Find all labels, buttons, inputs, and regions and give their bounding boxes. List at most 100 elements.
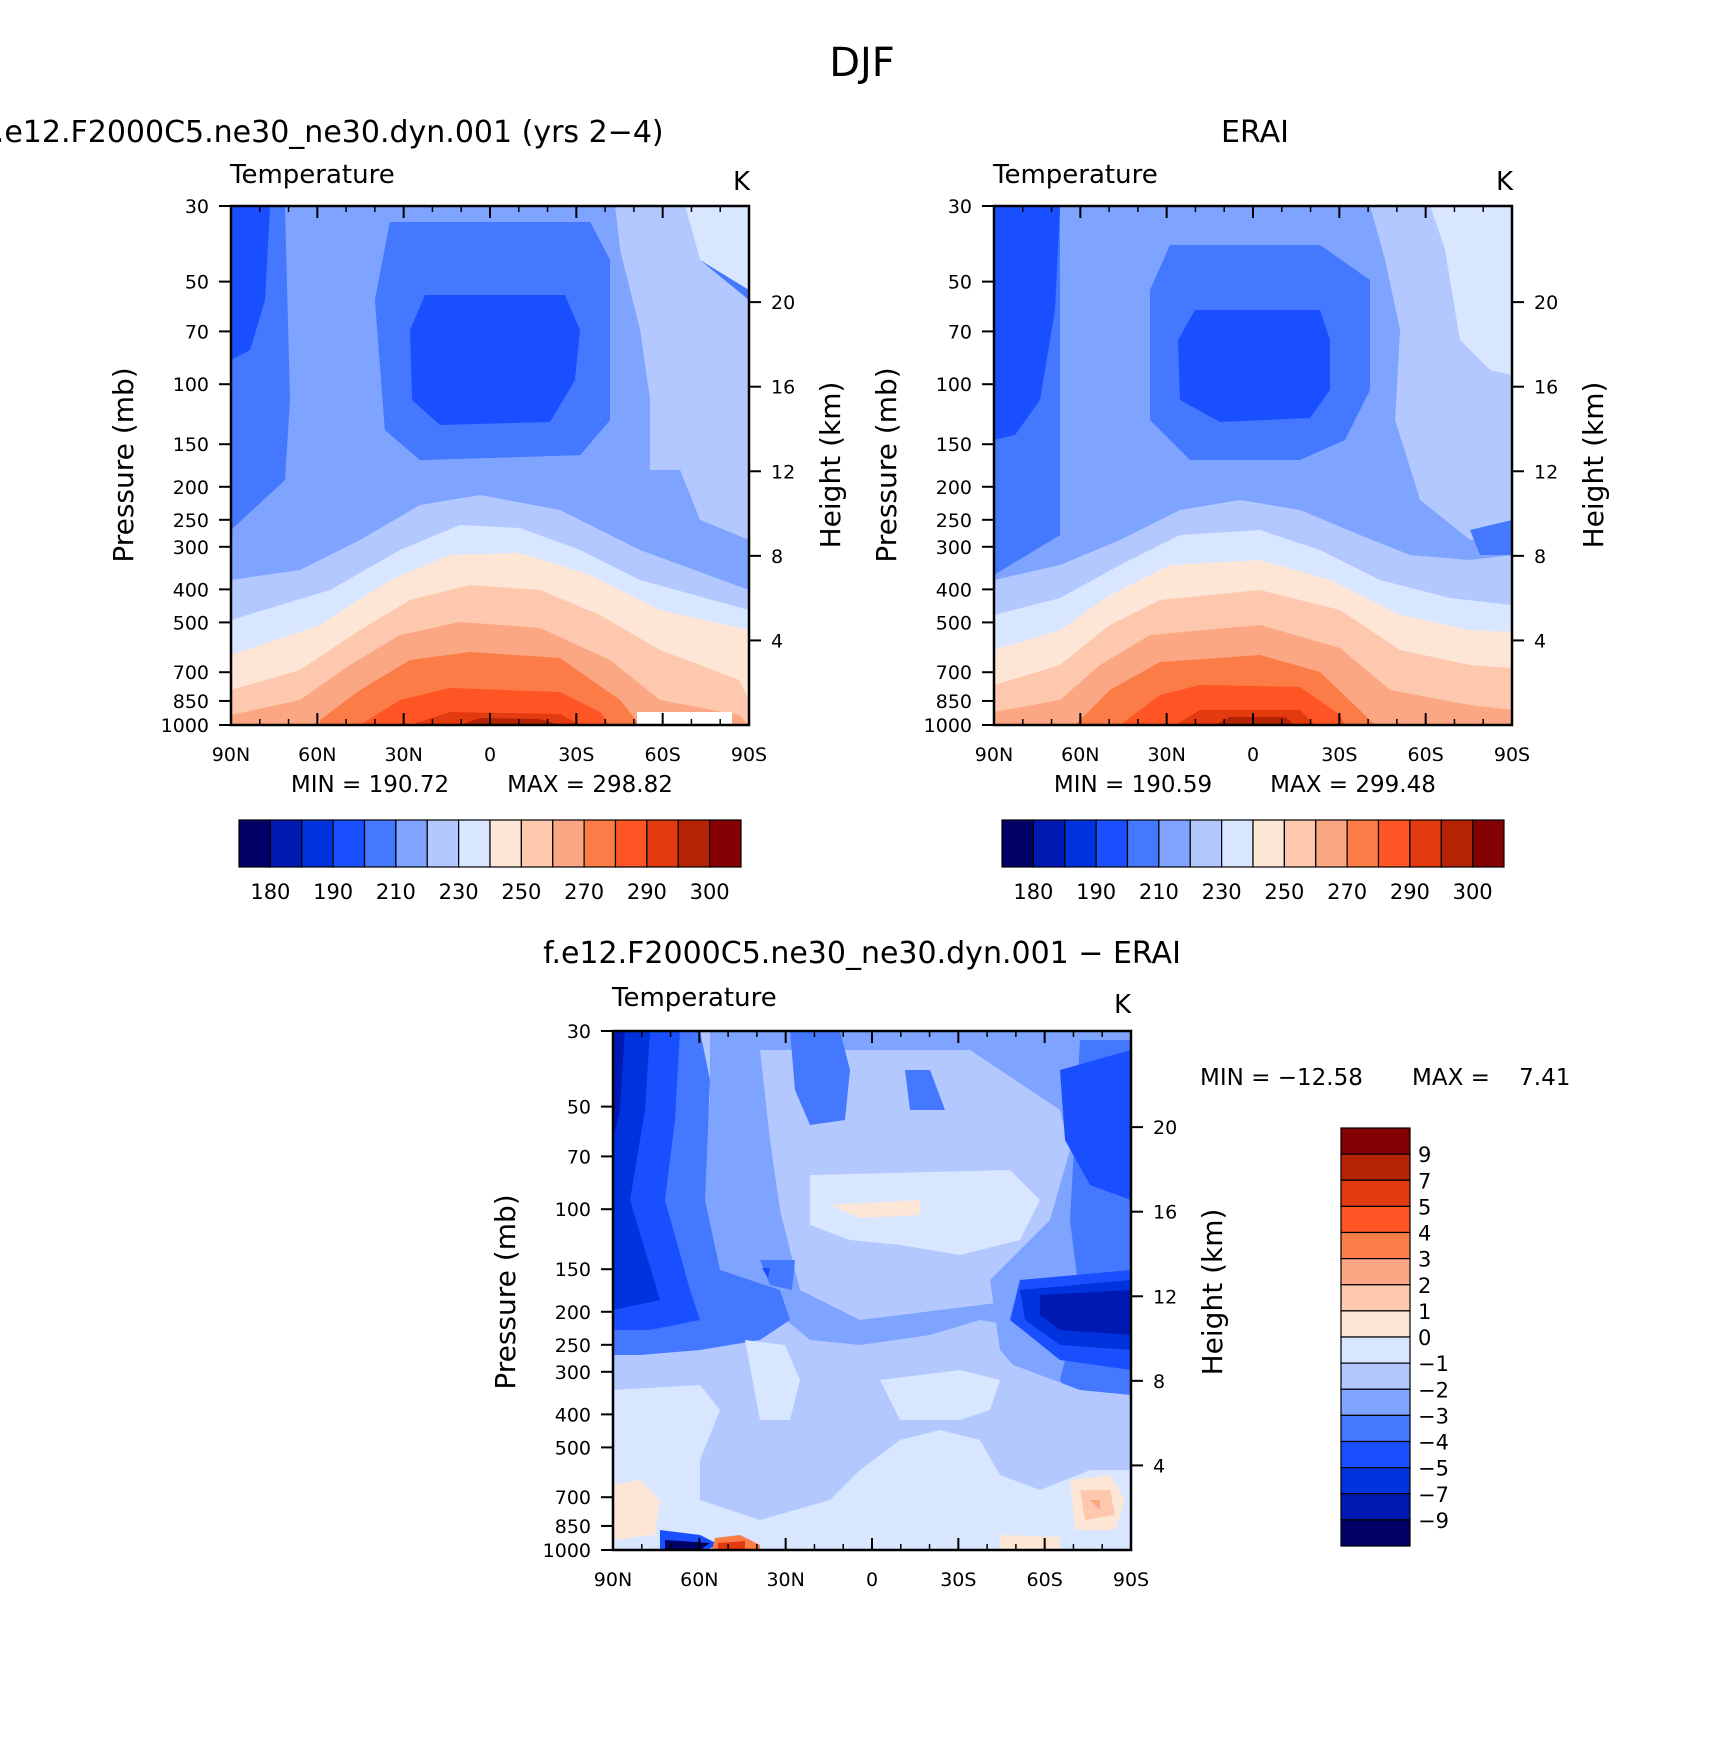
y-tick-label: 850 [173,691,209,713]
panel-title: f.e12.F2000C5.ne30_ne30.dyn.001 (yrs 2−4… [0,115,664,150]
y-axis-label-right: Height (km) [814,382,847,549]
x-tick-label: 30N [384,744,422,766]
y-right-tick-label: 16 [771,377,795,399]
figure-title: DJF [829,40,895,86]
colorbar-swatch [1340,1205,1411,1234]
colorbar-label: 250 [501,880,541,904]
colorbar-swatch [1126,819,1160,868]
y-tick-label: 30 [948,196,972,218]
colorbar-label: 7 [1418,1169,1431,1193]
y-tick-label: 250 [555,1335,591,1357]
colorbar-label: −4 [1418,1431,1449,1455]
y-tick-label: 400 [173,579,209,601]
y-tick-label: 400 [555,1404,591,1426]
x-tick-label: 30S [940,1569,976,1591]
colorbar-swatch [1340,1467,1411,1495]
y-tick-label: 700 [173,662,209,684]
colorbar-swatch [1032,819,1066,868]
y-right-tick-label: 16 [1534,377,1558,399]
colorbar-swatch [1001,819,1034,868]
colorbar-label: 250 [1264,880,1304,904]
colorbar-label: 300 [1453,880,1493,904]
y-axis-label-right: Height (km) [1577,382,1610,549]
axis-ticks: 90N 60N 30N 0 30S 60S 90S 30 50 70 100 150 200 250 300… [161,196,796,766]
colorbar-swatch [1340,1414,1411,1443]
x-tick-label: 30N [766,1569,804,1591]
colorbar-label: 270 [564,880,604,904]
y-axis-label-left: Pressure (mb) [870,367,903,562]
y-tick-label: 200 [555,1302,591,1324]
colorbar-swatch [1440,819,1474,868]
band-300 [460,718,560,725]
colorbar-label: 180 [250,880,290,904]
units-label: K [1496,167,1514,197]
y-right-tick-label: 20 [1534,292,1558,314]
colorbar-swatch [1340,1336,1411,1364]
colorbar-swatch [677,819,711,868]
y-tick-label: 1000 [161,715,209,737]
min-label: MIN = 190.59 [1054,772,1212,798]
colorbar-swatch [301,819,334,868]
y-tick-label: 300 [173,537,209,559]
colorbar-swatch [363,819,397,868]
y-tick-label: 200 [936,477,972,499]
colorbar-label: −3 [1418,1404,1449,1428]
axis-ticks: 90N 60N 30N 0 30S 60S 90S 30 50 70 100 150 200 250 300… [924,196,1559,766]
variable-label: Temperature [229,160,395,190]
x-tick-label: 60N [680,1569,718,1591]
x-tick-label: 60S [645,744,681,766]
colorbar-label: 210 [1139,880,1179,904]
y-tick-label: 150 [555,1259,591,1281]
y-right-tick-label: 16 [1153,1202,1177,1224]
y-right-tick-label: 20 [771,292,795,314]
colorbar-swatch [646,819,679,868]
colorbar-label: 5 [1418,1195,1431,1219]
colorbar-swatch [1340,1440,1411,1469]
colorbar-swatch [395,819,428,868]
x-tick-label: 30N [1147,744,1185,766]
colorbar-swatch [1340,1258,1411,1286]
y-tick-label: 100 [173,374,209,396]
colorbar-label: 3 [1418,1248,1431,1272]
difference-contour-field [613,1031,1131,1550]
colorbar-swatch [1340,1310,1411,1338]
band-core-shade [231,206,610,460]
colorbar-swatch [1189,819,1223,868]
max-label: MAX = 298.82 [507,772,673,798]
y-tick-label: 700 [936,662,972,684]
y-tick-label: 50 [185,272,209,294]
colorbar-swatch [458,819,491,868]
colorbar-swatch [1095,819,1129,868]
x-tick-label: 90N [212,744,250,766]
y-right-tick-label: 12 [1153,1286,1177,1308]
colorbar-swatch [1252,819,1285,868]
panel-title: ERAI [1221,115,1289,150]
colorbar-swatch [520,819,554,868]
colorbar-swatch [238,819,271,868]
axis-ticks: 90N 60N 30N 0 30S 60S 90S 30 50 70 100 150 200 250 300… [543,1021,1178,1591]
colorbar-swatch [1340,1493,1411,1521]
panel-difference: f.e12.F2000C5.ne30_ne30.dyn.001 − ERAI T… [489,936,1570,1591]
y-tick-label: 700 [555,1487,591,1509]
y-axis-label-right: Height (km) [1196,1209,1229,1376]
colorbar-label: 1 [1418,1300,1431,1324]
x-tick-label: 0 [866,1569,878,1591]
colorbar-label: 300 [690,880,730,904]
variable-label: Temperature [611,983,777,1013]
x-tick-label: 90S [1113,1569,1149,1591]
y-tick-label: 200 [173,477,209,499]
y-right-tick-label: 4 [771,630,783,652]
colorbar-label: −1 [1418,1352,1449,1376]
x-tick-label: 90S [731,744,767,766]
colorbar-label: −7 [1418,1483,1449,1507]
colorbar-swatch [1377,819,1411,868]
colorbar-swatch [583,819,617,868]
colorbar-swatch [1340,1231,1411,1260]
band-230-240 [615,206,749,540]
units-label: K [1114,990,1132,1020]
y-tick-label: 50 [567,1097,591,1119]
colorbar: 180 190 210 230 250 270 290 300 [1001,819,1505,904]
variable-label: Temperature [992,160,1158,190]
y-tick-label: 1000 [543,1540,591,1562]
colorbar-label: −2 [1418,1378,1449,1402]
